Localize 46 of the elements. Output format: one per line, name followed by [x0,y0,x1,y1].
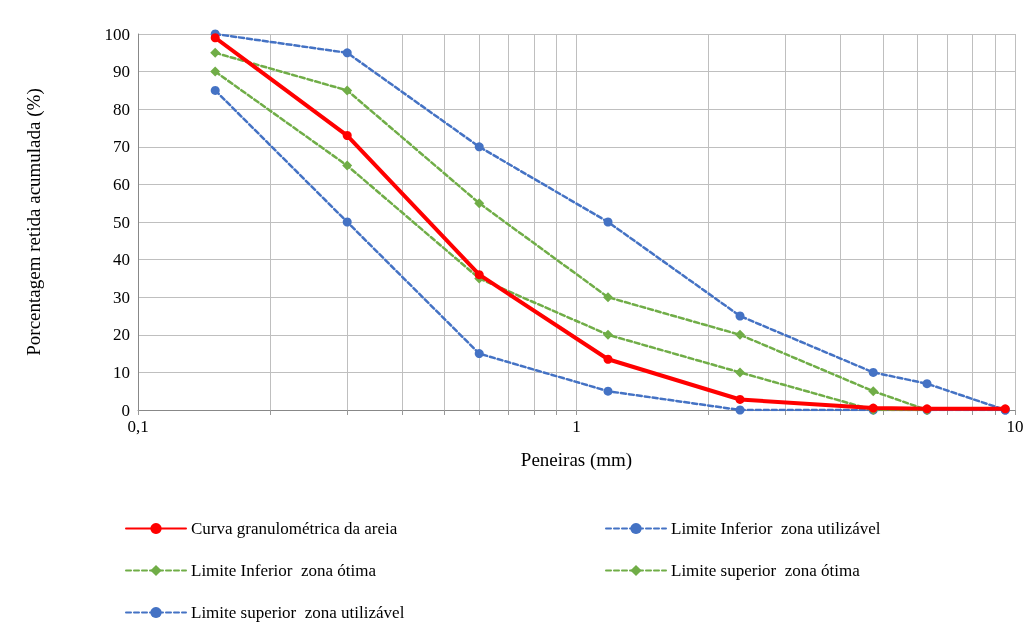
y-tick-label: 10 [113,362,130,382]
y-tick-label: 40 [113,250,130,270]
point [603,329,614,340]
y-tick-label: 30 [113,287,130,307]
x-tick-label: 0,1 [127,417,149,436]
point [868,386,879,397]
y-tick-label: 70 [113,137,130,157]
point [735,329,746,340]
point [210,47,221,58]
point [735,405,745,415]
point [342,160,353,171]
point [868,367,878,377]
point [210,66,221,77]
point [603,217,613,227]
y-tick-label: 100 [104,24,130,44]
point [342,85,353,96]
y-axis-title: Porcentagem retida acumulada (%) [23,88,45,356]
point [342,217,352,227]
x-tick-label: 10 [1006,417,1024,436]
point [210,33,220,43]
legend-label: Limite superior zona ótima [671,561,861,580]
x-tick-label: 1 [572,417,581,436]
point [603,354,613,364]
x-axis-title: Peneiras (mm) [520,449,633,471]
point [474,142,484,152]
point [735,394,745,404]
y-tick-label: 0 [121,400,130,420]
point [474,349,484,359]
legend-label: Curva granulométrica da areia [191,519,398,538]
point [603,292,614,303]
point [342,48,352,58]
y-tick-label: 90 [113,62,130,82]
point [603,386,613,396]
y-tick-label: 20 [113,325,130,345]
y-tick-label: 50 [113,212,130,232]
point [474,198,485,209]
point [735,311,745,321]
y-tick-label: 80 [113,99,130,119]
legend-label: Limite superior zona utilizável [191,603,405,622]
point [474,270,484,280]
legend-label: Limite Inferior zona utilizável [671,519,881,538]
point [342,131,352,141]
point [735,367,746,378]
legend-label: Limite Inferior zona ótima [191,561,377,580]
point [210,85,220,95]
y-tick-label: 60 [113,174,130,194]
